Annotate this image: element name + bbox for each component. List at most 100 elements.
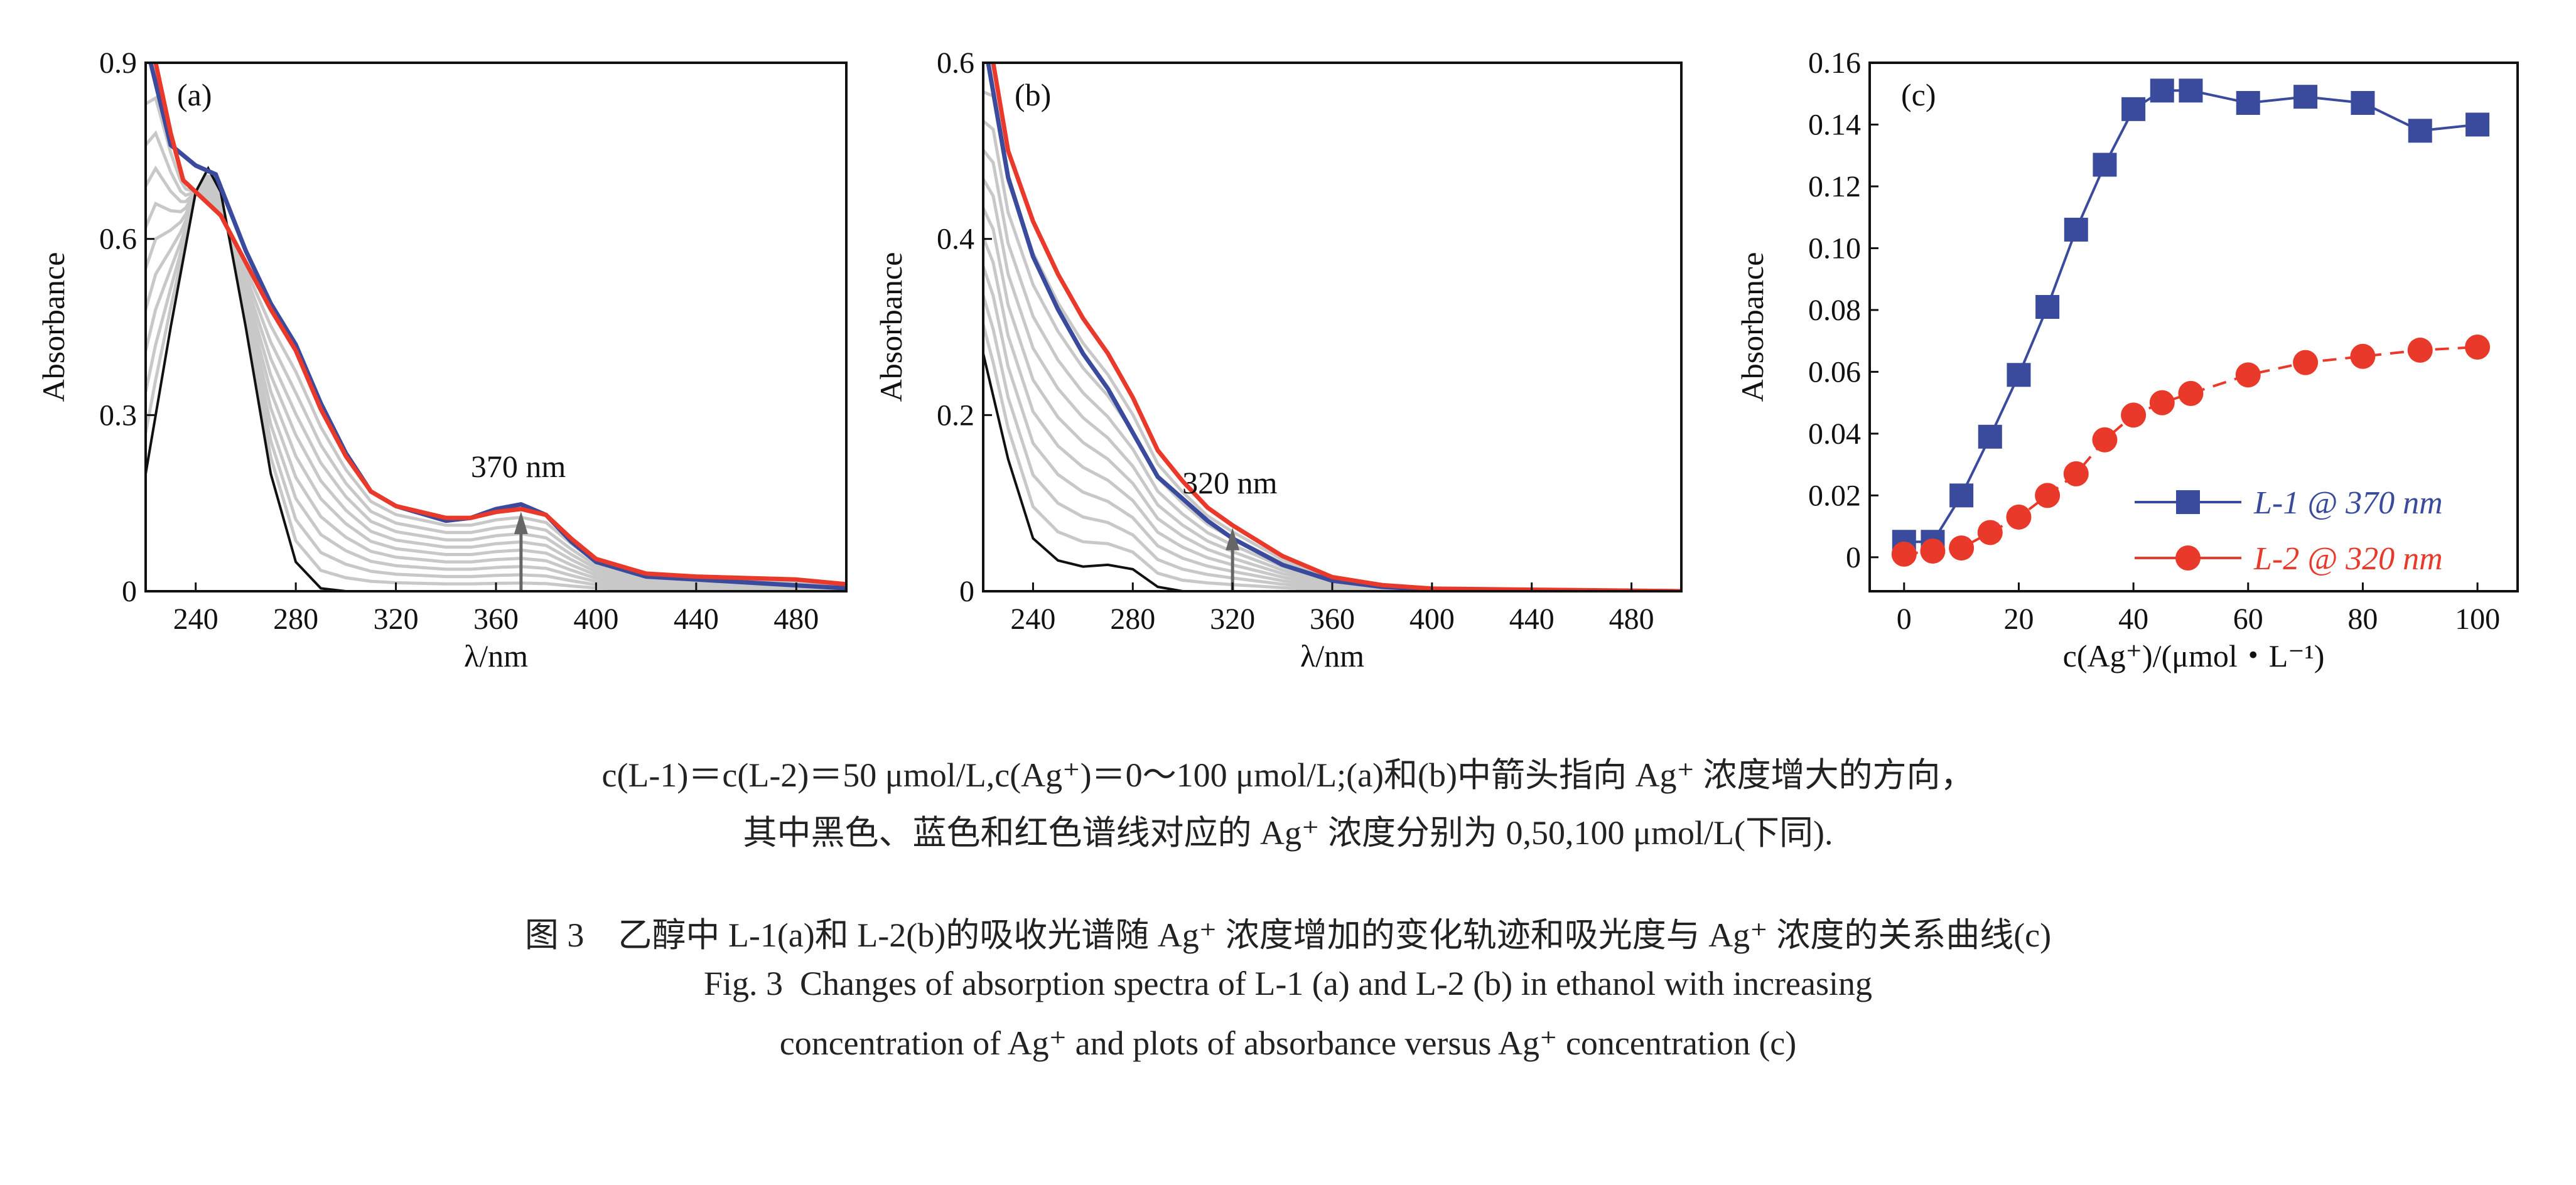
legend-marker-square bbox=[2176, 490, 2200, 514]
x-tick-label: 280 bbox=[1110, 603, 1155, 636]
chart-panel-a: 370 nm 240 280 320 360 400 440 480 0 0.3 0.6 0.9 λ/n… bbox=[36, 46, 848, 673]
x-axis-label: λ/nm bbox=[464, 638, 528, 673]
data-point-circle bbox=[2092, 427, 2118, 453]
x-tick-label: 280 bbox=[273, 603, 318, 636]
y-tick-label: 0.10 bbox=[1808, 232, 1861, 265]
x-tick-label: 240 bbox=[1010, 603, 1055, 636]
data-point-circle bbox=[2121, 402, 2147, 428]
x-tick-label: 400 bbox=[573, 603, 618, 636]
data-point-circle bbox=[2293, 350, 2319, 375]
x-axis-label: c(Ag⁺)/(μmol・L⁻¹) bbox=[2063, 638, 2325, 673]
data-point-circle bbox=[2407, 337, 2433, 363]
data-point-circle bbox=[2063, 461, 2089, 486]
data-point-square bbox=[2007, 363, 2031, 387]
data-point-circle bbox=[1949, 535, 1975, 561]
x-tick-label: 240 bbox=[173, 603, 218, 636]
chart-panel-b: 320 nm 240 280 320 360 400 440 480 0 0.2 0.4 0.6 λ/n… bbox=[873, 46, 1683, 673]
data-point-square bbox=[2351, 91, 2375, 115]
x-tick-label: 480 bbox=[773, 603, 819, 636]
data-point-square bbox=[2408, 119, 2432, 143]
caption-title-en-line2: concentration of Ag⁺ and plots of absorb… bbox=[779, 1024, 1797, 1062]
y-axis-label: Absorbance bbox=[36, 252, 71, 402]
x-tick-label: 40 bbox=[2118, 603, 2148, 636]
y-tick-label: 0.06 bbox=[1808, 355, 1861, 389]
y-axis-label: Absorbance bbox=[1735, 252, 1770, 402]
y-tick-label: 0.2 bbox=[937, 399, 974, 432]
spectrum-red-line bbox=[991, 63, 1681, 591]
spectrum-grey-line bbox=[983, 178, 1681, 591]
spectrum-grey-line bbox=[983, 236, 1681, 591]
y-tick-label: 0.9 bbox=[99, 46, 137, 80]
x-tick-label: 320 bbox=[1210, 603, 1255, 636]
data-point-circle bbox=[1977, 520, 2003, 545]
spectrum-black-line bbox=[983, 353, 1681, 591]
caption-note-line2: 其中黑色、蓝色和红色谱线对应的 Ag⁺ 浓度分别为 0,50,100 μmol/… bbox=[743, 814, 1833, 852]
caption-title-en-line1: Fig. 3 Changes of absorption spectra of … bbox=[704, 965, 1872, 1002]
data-point-square bbox=[1978, 424, 2002, 449]
x-tick-label: 20 bbox=[2003, 603, 2034, 636]
x-tick-label: 360 bbox=[1310, 603, 1355, 636]
caption-note-line1: c(L-1)＝c(L-2)＝50 μmol/L,c(Ag⁺)＝0～100 μmo… bbox=[601, 756, 1975, 794]
plot-frame bbox=[1868, 62, 2519, 592]
data-point-square bbox=[2093, 153, 2117, 177]
y-tick-label: 0.04 bbox=[1808, 417, 1861, 451]
y-tick-label: 0 bbox=[959, 575, 974, 608]
plot-area bbox=[146, 63, 846, 591]
series-line-1 bbox=[1904, 89, 2478, 544]
y-axis-label: Absorbance bbox=[873, 252, 908, 402]
data-point-circle bbox=[2149, 390, 2175, 416]
data-point-circle bbox=[2178, 380, 2204, 406]
x-tick-label: 360 bbox=[473, 603, 519, 636]
data-point-circle bbox=[2465, 335, 2491, 360]
plot-area bbox=[983, 63, 1681, 591]
y-tick-label: 0.6 bbox=[937, 46, 974, 80]
spectrum-blue-line bbox=[986, 63, 1681, 591]
spectrum-red-line bbox=[153, 63, 846, 587]
data-point-square bbox=[2064, 217, 2088, 242]
peak-annotation: 370 nm bbox=[471, 449, 566, 484]
y-tick-label: 0.4 bbox=[937, 223, 974, 256]
x-tick-label: 440 bbox=[674, 603, 719, 636]
x-tick-label: 0 bbox=[1897, 603, 1912, 636]
spectrum-grey-line bbox=[983, 324, 1681, 591]
peak-annotation: 320 nm bbox=[1182, 465, 1278, 500]
x-tick-label: 320 bbox=[374, 603, 419, 636]
x-tick-label: 440 bbox=[1509, 603, 1555, 636]
y-tick-label: 0.6 bbox=[99, 223, 137, 256]
data-point-square bbox=[2179, 78, 2203, 103]
y-tick-label: 0 bbox=[1846, 541, 1861, 574]
panel-label: (c) bbox=[1901, 77, 1936, 112]
data-point-square bbox=[2466, 112, 2490, 137]
data-point-square bbox=[2121, 97, 2146, 121]
x-tick-label: 100 bbox=[2455, 603, 2500, 636]
y-tick-label: 0.08 bbox=[1808, 294, 1861, 327]
spectrum-grey-line bbox=[146, 165, 846, 588]
y-tick-label: 0.02 bbox=[1808, 479, 1861, 512]
spectrum-grey-line bbox=[983, 90, 1681, 591]
data-point-square bbox=[2150, 78, 2174, 103]
plot-area bbox=[1904, 89, 2478, 555]
y-tick-label: 0.3 bbox=[99, 399, 137, 432]
data-point-circle bbox=[2235, 362, 2261, 388]
data-point-circle bbox=[2350, 343, 2376, 369]
chart-panel-c: L-1 @ 370 nm L-2 @ 320 nm 0 20 40 60 80 100 0 0.0… bbox=[1735, 46, 2519, 673]
x-tick-label: 60 bbox=[2233, 603, 2263, 636]
panel-label: (a) bbox=[177, 77, 212, 112]
data-point-circle bbox=[1920, 538, 1946, 564]
y-tick-label: 0.16 bbox=[1808, 46, 1861, 80]
caption-title-cn: 图 3 乙醇中 L-1(a)和 L-2(b)的吸收光谱随 Ag⁺ 浓度增加的变化… bbox=[524, 916, 2052, 954]
increase-arrow-head bbox=[514, 512, 528, 535]
spectrum-grey-line bbox=[983, 149, 1681, 591]
data-point-circle bbox=[2035, 483, 2061, 508]
data-point-square bbox=[2236, 91, 2260, 115]
spectrum-grey-line bbox=[983, 119, 1681, 591]
y-tick-label: 0 bbox=[122, 575, 137, 608]
x-tick-label: 80 bbox=[2347, 603, 2378, 636]
legend-label-1: L-1 @ 370 nm bbox=[2253, 485, 2443, 521]
y-tick-label: 0.12 bbox=[1808, 170, 1861, 203]
data-point-square bbox=[2293, 85, 2318, 109]
increase-arrow-head bbox=[1226, 527, 1240, 550]
data-point-circle bbox=[1891, 541, 1917, 567]
spectrum-black-line bbox=[146, 166, 846, 591]
